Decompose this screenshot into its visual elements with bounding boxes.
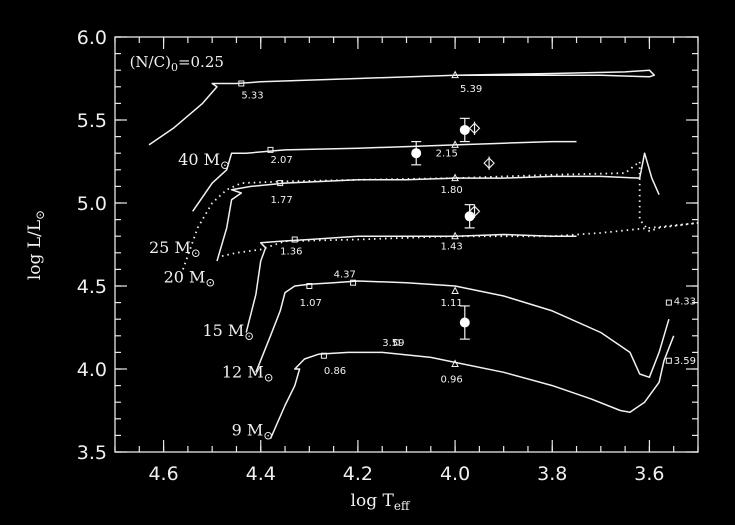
- diamond-point: [483, 157, 495, 169]
- y-tick-label: 3.5: [77, 442, 107, 464]
- age-label: 0.96: [441, 374, 463, 385]
- observed-star-point: [411, 148, 422, 159]
- observations: [411, 117, 495, 340]
- age-marker-square: [350, 279, 357, 286]
- diamond-point: [468, 205, 481, 218]
- mass-label: 9 M⊙: [232, 420, 274, 442]
- y-tick-label: 4.0: [77, 359, 107, 381]
- plot-frame: [114, 36, 699, 453]
- plot-area-border: [114, 36, 699, 453]
- age-marker-square: [320, 352, 327, 359]
- age-marker-square: [393, 339, 400, 346]
- age-marker-square: [238, 80, 245, 87]
- chart-labels: log Teff log L/L⊙ (N/C)0=0.25 9 M⊙ 12 M⊙ 1…: [25, 53, 411, 513]
- observed-star-point: [464, 211, 475, 222]
- evolution-track: [148, 69, 656, 146]
- age-marker-square: [665, 299, 672, 306]
- ratio-annotation: (N/C)0=0.25: [130, 53, 224, 74]
- age-label: 1.11: [441, 298, 463, 309]
- y-tick-label: 5.0: [77, 193, 107, 215]
- x-tick-label: 3.8: [537, 463, 567, 485]
- mass-label: 40 M⊙: [178, 150, 230, 172]
- age-markers: 5.33 5.39 2.07 2.15 1.77 1.80 1.36 1.43 4.37 1.07…: [238, 70, 696, 385]
- evolution-track: [216, 152, 660, 262]
- observed-star-point: [459, 124, 470, 135]
- age-label: 5.39: [460, 84, 482, 95]
- age-marker-triangle: [451, 140, 459, 148]
- age-marker-triangle: [451, 359, 459, 368]
- observed-star-point: [459, 317, 470, 328]
- age-label: 1.77: [270, 195, 292, 206]
- age-label: 3.59: [382, 338, 404, 349]
- age-marker-square: [277, 180, 284, 187]
- age-marker-square: [306, 283, 313, 289]
- y-tick-label: 5.5: [77, 110, 107, 132]
- evolution-track: [269, 335, 675, 440]
- mass-label: 20 M⊙: [164, 268, 216, 290]
- y-axis-label: log L/L⊙: [25, 210, 47, 280]
- age-marker-triangle: [451, 70, 459, 79]
- evolution-track: [192, 140, 577, 212]
- age-marker-square: [665, 357, 672, 364]
- x-tick-label: 4.4: [246, 463, 276, 485]
- age-marker-triangle: [451, 173, 459, 182]
- age-marker-square: [267, 146, 274, 153]
- diamond-point: [468, 122, 481, 135]
- age-label: 1.07: [300, 298, 322, 309]
- age-label: 1.36: [280, 246, 302, 257]
- mass-label: 25 M⊙: [149, 238, 201, 260]
- age-marker-triangle: [451, 231, 459, 240]
- age-label: 0.86: [324, 366, 346, 377]
- mass-label: 12 M⊙: [222, 362, 274, 384]
- x-tick-label: 4.2: [343, 463, 373, 485]
- y-tick-label: 6.0: [77, 27, 107, 49]
- age-marker-square: [291, 236, 298, 243]
- x-tick-label: 4.0: [440, 463, 470, 485]
- age-label: 2.07: [270, 155, 292, 166]
- age-marker-triangle: [451, 286, 459, 294]
- evolution-tracks: [148, 69, 699, 440]
- age-label: 4.37: [334, 270, 356, 281]
- age-label: 2.15: [436, 149, 458, 160]
- age-label: 5.33: [241, 90, 263, 101]
- age-label: 4.33: [674, 296, 696, 307]
- evolution-track: [255, 280, 670, 379]
- age-label: 1.80: [441, 185, 463, 196]
- age-label: 3.59: [674, 356, 696, 367]
- axis-ticks: 4.6 4.4 4.2 4.0 3.8 3.6 3.5 4.0 4.5 5.0 5.5 6.0: [77, 27, 699, 485]
- x-tick-label: 3.6: [634, 463, 664, 485]
- age-label: 1.43: [441, 241, 463, 252]
- evolution-track: [245, 233, 577, 333]
- x-tick-label: 4.6: [148, 463, 178, 485]
- x-axis-label: log Teff: [351, 491, 411, 513]
- y-tick-label: 4.5: [77, 276, 107, 298]
- mass-label: 15 M⊙: [202, 321, 254, 343]
